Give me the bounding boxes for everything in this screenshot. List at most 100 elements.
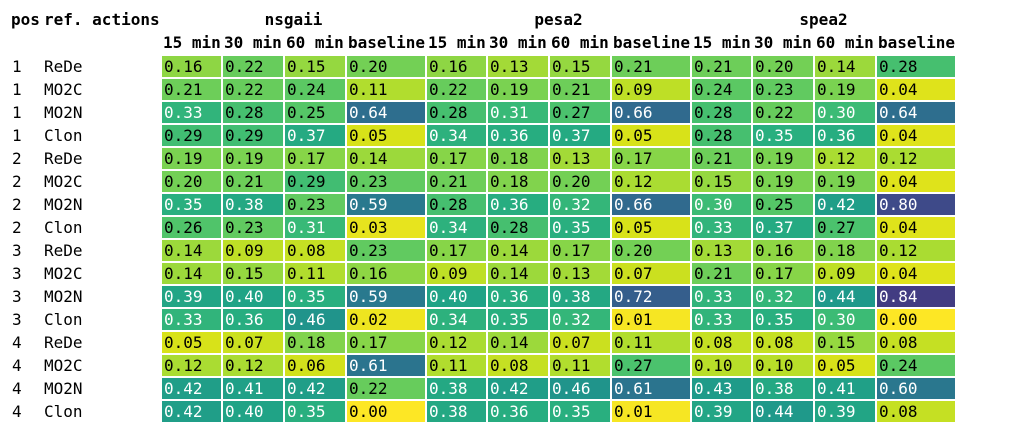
row-pos-label: 2: [12, 172, 22, 191]
heatmap-cell: 0.16: [753, 240, 813, 261]
heatmap-cell: 0.12: [877, 148, 955, 169]
heatmap-cell: 0.22: [223, 56, 283, 77]
heatmap-cell: 0.38: [550, 286, 610, 307]
heatmap-cell: 0.35: [753, 309, 813, 330]
heatmap-cell: 0.40: [223, 401, 283, 422]
heatmap-cell: 0.04: [877, 217, 955, 238]
heatmap-cell: 0.42: [162, 378, 221, 399]
row-pos-label: 3: [12, 241, 22, 260]
heatmap-cell: 0.08: [692, 332, 751, 353]
row-ref-label: ReDe: [44, 57, 83, 76]
column-header-nsgaii-baseline: baseline: [348, 33, 426, 52]
heatmap-cell: 0.17: [550, 240, 610, 261]
row-pos-label: 3: [12, 287, 22, 306]
heatmap-cell: 0.46: [285, 309, 345, 330]
heatmap-cell: 0.08: [877, 332, 955, 353]
header-ref-actions: ref. actions: [44, 10, 160, 30]
row-pos-label: 2: [12, 218, 22, 237]
heatmap-cell: 0.06: [285, 355, 345, 376]
row-ref-label: MO2N: [44, 103, 83, 122]
heatmap-cell: 0.12: [223, 355, 283, 376]
group-header-pesa2: pesa2: [534, 10, 583, 29]
heatmap-cell: 0.17: [285, 148, 345, 169]
column-header-spea2-15-min: 15 min: [693, 33, 751, 52]
row-ref-label: MO2N: [44, 287, 83, 306]
heatmap-cell: 0.38: [427, 378, 486, 399]
heatmap-cell: 0.35: [753, 125, 813, 146]
heatmap-cell: 0.11: [427, 355, 486, 376]
header-pos: pos: [11, 10, 40, 29]
heatmap-cell: 0.35: [285, 401, 345, 422]
heatmap-cell: 0.13: [692, 240, 751, 261]
heatmap-cell: 0.32: [550, 194, 610, 215]
heatmap-cell: 0.20: [347, 56, 425, 77]
heatmap-cell: 0.15: [692, 171, 751, 192]
column-header-nsgaii-60-min: 60 min: [286, 33, 344, 52]
heatmap-cell: 0.35: [162, 194, 221, 215]
heatmap-cell: 0.21: [692, 56, 751, 77]
column-header-pesa2-baseline: baseline: [613, 33, 691, 52]
heatmap-cell: 0.37: [753, 217, 813, 238]
row-ref-label: Clon: [44, 126, 83, 145]
row-pos-label: 1: [12, 126, 22, 145]
heatmap-cell: 0.22: [223, 79, 283, 100]
heatmap-cell: 0.28: [223, 102, 283, 123]
heatmap-cell: 0.34: [427, 309, 486, 330]
heatmap-cell: 0.35: [550, 217, 610, 238]
row-pos-label: 2: [12, 149, 22, 168]
heatmap-cell: 0.05: [347, 125, 425, 146]
heatmap-cell: 0.30: [692, 194, 751, 215]
column-header-spea2-60-min: 60 min: [816, 33, 874, 52]
heatmap-cell: 0.14: [347, 148, 425, 169]
column-header-spea2-30-min: 30 min: [754, 33, 812, 52]
heatmap-cell: 0.37: [550, 125, 610, 146]
heatmap-cell: 0.39: [815, 401, 875, 422]
heatmap-cell: 0.36: [488, 125, 548, 146]
column-header-spea2-baseline: baseline: [878, 33, 956, 52]
heatmap-cell: 0.05: [162, 332, 221, 353]
row-pos-label: 4: [12, 356, 22, 375]
heatmap-cell: 0.21: [612, 56, 690, 77]
heatmap-cell: 0.20: [753, 56, 813, 77]
heatmap-cell: 0.46: [550, 378, 610, 399]
heatmap-cell: 0.07: [612, 263, 690, 284]
heatmap-cell: 0.66: [612, 194, 690, 215]
heatmap-cell: 0.18: [488, 148, 548, 169]
column-header-pesa2-15-min: 15 min: [428, 33, 486, 52]
row-ref-label: MO2C: [44, 356, 83, 375]
heatmap-cell: 0.12: [427, 332, 486, 353]
heatmap-cell: 0.19: [753, 171, 813, 192]
heatmap-cell: 0.80: [877, 194, 955, 215]
heatmap-cell: 0.01: [612, 401, 690, 422]
heatmap-cell: 0.34: [427, 217, 486, 238]
heatmap-cell: 0.13: [488, 56, 548, 77]
heatmap-cell: 0.33: [692, 217, 751, 238]
heatmap-cell: 0.21: [162, 79, 221, 100]
heatmap-cell: 0.15: [815, 332, 875, 353]
heatmap-cell: 0.33: [162, 309, 221, 330]
heatmap-cell: 0.19: [815, 79, 875, 100]
row-ref-label: Clon: [44, 402, 83, 421]
heatmap-cell: 0.17: [427, 148, 486, 169]
heatmap-cell: 0.35: [550, 401, 610, 422]
heatmap-cell: 0.22: [753, 102, 813, 123]
heatmap-cell: 0.09: [815, 263, 875, 284]
heatmap-cell: 0.23: [285, 194, 345, 215]
row-pos-label: 1: [12, 80, 22, 99]
heatmap-cell: 0.38: [753, 378, 813, 399]
heatmap-cell: 0.16: [162, 56, 221, 77]
heatmap-cell: 0.13: [550, 148, 610, 169]
row-pos-label: 1: [12, 103, 22, 122]
heatmap-cell: 0.38: [427, 401, 486, 422]
heatmap-cell: 0.08: [877, 401, 955, 422]
row-pos-label: 4: [12, 402, 22, 421]
row-pos-label: 2: [12, 195, 22, 214]
heatmap-cell: 0.28: [427, 194, 486, 215]
heatmap-cell: 0.42: [285, 378, 345, 399]
heatmap-cell: 0.24: [692, 79, 751, 100]
heatmap-cell: 0.00: [877, 309, 955, 330]
row-ref-label: Clon: [44, 218, 83, 237]
heatmap-cell: 0.25: [285, 102, 345, 123]
row-pos-label: 4: [12, 379, 22, 398]
heatmap-cell: 0.39: [692, 401, 751, 422]
